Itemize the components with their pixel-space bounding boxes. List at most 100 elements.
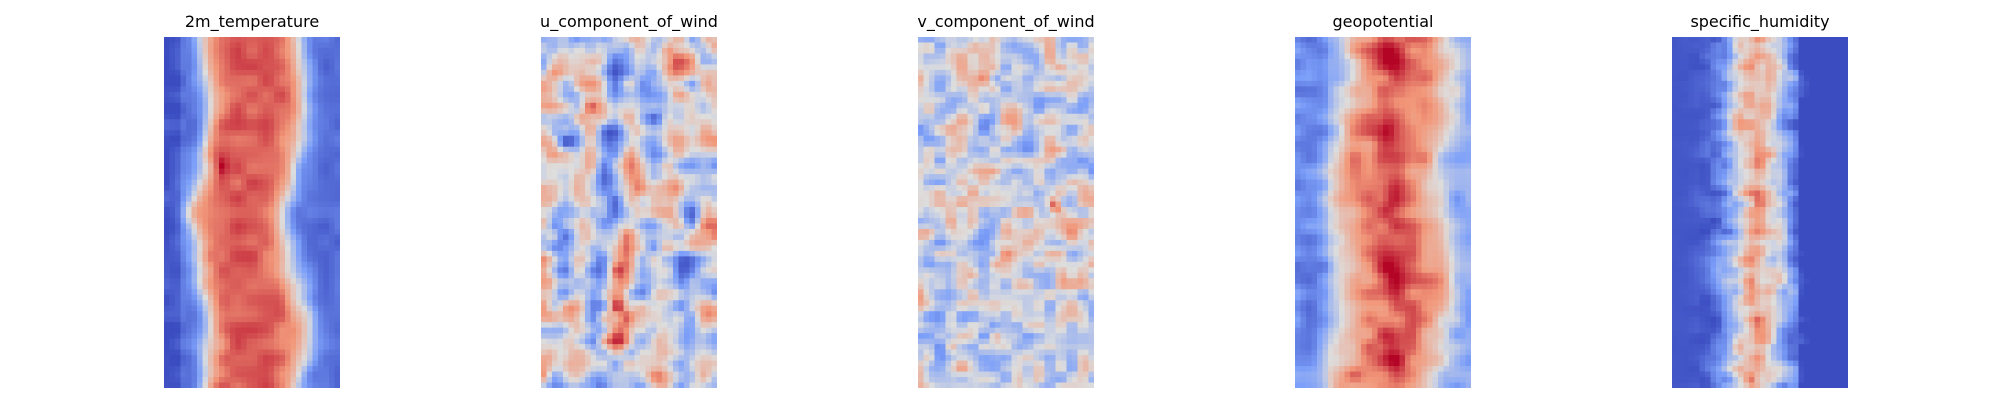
heatmap-cell: [318, 278, 325, 285]
heatmap-cell: [312, 212, 319, 219]
heatmap-cell: [695, 344, 702, 351]
heatmap-cell: [1072, 179, 1079, 186]
heatmap-cell: [673, 327, 680, 334]
heatmap-cell: [246, 377, 253, 384]
heatmap-cell: [640, 250, 647, 257]
heatmap-cell: [585, 311, 592, 318]
heatmap-cell: [219, 349, 226, 356]
heatmap-cell: [208, 91, 215, 98]
heatmap-cell: [995, 58, 1002, 66]
heatmap-cell: [601, 316, 608, 323]
heatmap-cell: [224, 333, 231, 340]
heatmap-cell: [279, 42, 286, 49]
heatmap-cell: [651, 377, 658, 384]
heatmap-cell: [235, 124, 242, 131]
heatmap-cell: [301, 239, 308, 246]
heatmap-cell: [541, 382, 548, 388]
heatmap-cell: [219, 278, 226, 285]
heatmap-cell: [1083, 91, 1090, 98]
heatmap-cell: [585, 157, 592, 164]
heatmap-cell: [224, 212, 231, 219]
heatmap-cell: [1050, 113, 1057, 120]
heatmap-cell: [224, 201, 231, 208]
heatmap-cell: [1000, 64, 1007, 71]
heatmap-cell: [585, 371, 592, 378]
heatmap-cell: [656, 91, 663, 98]
heatmap-cell: [318, 58, 325, 66]
heatmap-cell: [634, 283, 641, 290]
heatmap-cell: [301, 58, 308, 66]
heatmap-cell: [208, 207, 215, 214]
heatmap-cell: [169, 371, 176, 378]
heatmap-cell: [312, 294, 319, 301]
heatmap-cell: [590, 146, 597, 153]
heatmap-cell: [1055, 152, 1062, 159]
heatmap-cell: [579, 311, 586, 318]
heatmap-cell: [1066, 152, 1073, 159]
heatmap-cell: [219, 256, 226, 263]
heatmap-cell: [596, 69, 603, 76]
heatmap-cell: [640, 152, 647, 159]
heatmap-cell: [557, 217, 564, 225]
heatmap-cell: [208, 152, 215, 159]
heatmap-cell: [1000, 91, 1007, 98]
heatmap-cell: [1055, 64, 1062, 71]
heatmap-cell: [290, 190, 297, 197]
heatmap-cell: [607, 168, 614, 175]
heatmap-cell: [323, 245, 330, 252]
heatmap-cell: [268, 311, 275, 318]
heatmap-cell: [246, 108, 253, 115]
heatmap-cell: [962, 141, 969, 148]
heatmap-cell: [607, 196, 614, 203]
heatmap-cell: [973, 168, 980, 175]
heatmap-cell: [191, 135, 198, 142]
panel-2m-temperature: 2m_temperature: [164, 0, 340, 400]
heatmap-cell: [301, 37, 308, 44]
heatmap-cell: [290, 300, 297, 307]
heatmap-cell: [634, 168, 641, 175]
heatmap-cell: [541, 168, 548, 175]
heatmap-cell: [711, 311, 717, 318]
heatmap-cell: [579, 75, 586, 82]
heatmap-cell: [268, 327, 275, 334]
heatmap-cell: [689, 207, 696, 214]
heatmap-cell: [246, 163, 253, 170]
heatmap-cell: [1088, 119, 1094, 126]
heatmap-cell: [323, 256, 330, 263]
heatmap-cell: [640, 245, 647, 252]
heatmap-cell: [1022, 108, 1029, 115]
heatmap-cell: [695, 135, 702, 142]
heatmap-cell: [252, 37, 259, 44]
heatmap-cell: [323, 157, 330, 164]
heatmap-cell: [318, 322, 325, 329]
heatmap-cell: [1039, 86, 1046, 93]
heatmap-cell: [290, 152, 297, 159]
heatmap-cell: [574, 113, 581, 120]
heatmap-cell: [557, 250, 564, 257]
heatmap-cell: [923, 185, 930, 192]
heatmap-cell: [263, 327, 270, 334]
heatmap-cell: [285, 207, 292, 214]
heatmap-cell: [673, 69, 680, 76]
heatmap-cell: [169, 382, 176, 388]
heatmap-cell: [590, 168, 597, 175]
heatmap-cell: [563, 371, 570, 378]
heatmap-cell: [607, 300, 614, 307]
heatmap-cell: [563, 135, 570, 142]
heatmap-cell: [678, 349, 685, 356]
heatmap-cell: [645, 163, 652, 170]
heatmap-cell: [973, 80, 980, 87]
heatmap-cell: [984, 91, 991, 98]
heatmap-cell: [197, 316, 204, 323]
heatmap-cell: [180, 152, 187, 159]
heatmap-cell: [973, 75, 980, 82]
heatmap-cell: [1011, 53, 1018, 60]
heatmap-cell: [224, 311, 231, 318]
heatmap-cell: [191, 250, 198, 257]
heatmap-cell: [645, 217, 652, 225]
heatmap-cell: [180, 327, 187, 334]
heatmap-cell: [268, 53, 275, 60]
heatmap-cell: [279, 239, 286, 246]
heatmap-cell: [689, 58, 696, 66]
heatmap-cell: [268, 217, 275, 225]
